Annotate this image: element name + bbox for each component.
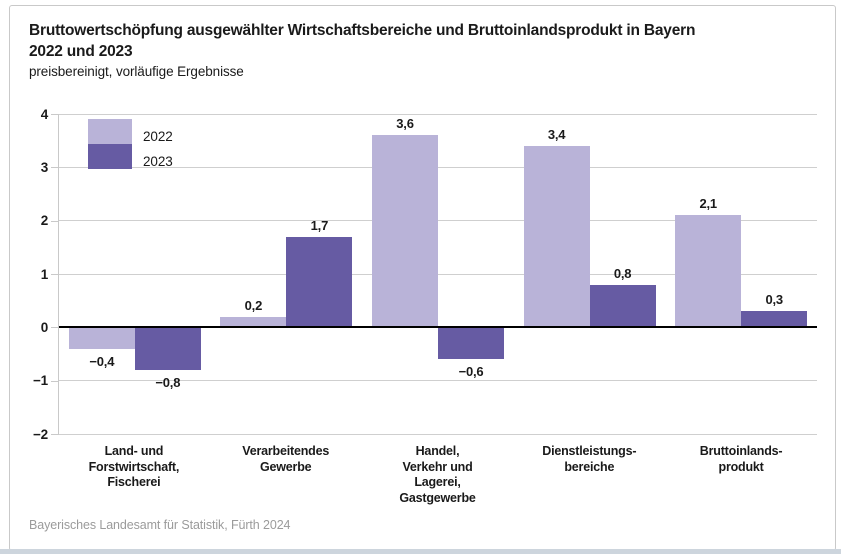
bar-2022-2 <box>220 316 287 328</box>
bar-2023-3 <box>438 327 504 360</box>
value-label-2023-2: 1,7 <box>310 217 329 233</box>
y-tick-label: −2 <box>33 426 48 442</box>
value-label-2022-4: 3,4 <box>547 127 566 142</box>
category-label-line: Gewerbe <box>259 459 312 474</box>
legend: 2022 2023 <box>88 119 173 174</box>
y-tick-label: 0 <box>40 319 49 335</box>
y-tick-mark <box>51 434 59 435</box>
legend-swatches <box>88 119 132 169</box>
category-label-line: Fischerei <box>107 475 161 489</box>
category-label-2: Verarbeitendes Gewerbe <box>210 444 362 506</box>
source-credit: Bayerisches Landesamt für Statistik, Für… <box>29 518 291 532</box>
bar-2022-5 <box>675 215 742 328</box>
legend-swatch-2022 <box>88 119 132 144</box>
category-label-line: Verkehr und <box>402 459 473 474</box>
category-label-line: Handel, <box>415 444 460 458</box>
category-label-line: Forstwirtschaft, <box>88 459 180 474</box>
category-label-line: Verarbeitendes <box>242 444 330 458</box>
category-label-line: bereiche <box>564 459 615 474</box>
bottom-accent-strip <box>0 549 841 554</box>
value-label-2022-2: 0,2 <box>244 297 263 313</box>
legend-label-2023: 2023 <box>143 154 173 169</box>
value-label-2022-5: 2,1 <box>699 196 717 212</box>
bar-2022-3 <box>372 135 438 328</box>
category-label-1: Land- und Forstwirtschaft, Fischerei <box>58 444 210 506</box>
value-label-2023-3: −0,6 <box>458 364 484 380</box>
zero-line <box>59 326 817 329</box>
category-label-line: Land- und <box>104 444 164 458</box>
category-label-line: produkt <box>718 459 764 474</box>
legend-label-2022: 2022 <box>143 129 173 144</box>
y-tick-label: 3 <box>40 159 49 175</box>
y-tick-mark <box>51 220 59 222</box>
category-label-3: Handel, Verkehr und Lagerei, Gastgewerbe <box>362 444 514 506</box>
bar-2023-1 <box>134 327 201 370</box>
y-tick-mark <box>51 114 59 115</box>
category-label-4: Dienstleistungs-bereiche <box>513 444 665 506</box>
y-tick-mark <box>51 380 59 382</box>
chart-card: Bruttowertschöpfung ausgewählter Wirtsch… <box>9 5 836 551</box>
gridline <box>59 273 817 275</box>
y-tick-mark <box>51 327 59 329</box>
bar-2023-4 <box>589 284 656 328</box>
y-tick-label: −1 <box>33 373 48 389</box>
x-axis-labels: Land- und Forstwirtschaft, Fischerei Verarb… <box>58 444 817 506</box>
y-tick-mark <box>51 274 59 275</box>
chart-title: Bruttowertschöpfung ausgewählter Wirtsch… <box>29 20 695 62</box>
value-label-2023-4: 0,8 <box>613 265 632 281</box>
y-tick-mark <box>51 167 59 169</box>
chart-title-line2: 2022 und 2023 <box>29 43 133 60</box>
gridline <box>59 380 817 382</box>
bar-2022-1 <box>68 327 135 349</box>
y-tick-label: 1 <box>40 266 49 282</box>
y-tick-label: 4 <box>40 106 49 122</box>
value-label-2022-1: −0,4 <box>89 353 115 369</box>
category-label-line: Dienstleistungs- <box>542 444 637 458</box>
gridline <box>59 166 817 168</box>
plot-area: 2022 2023 −0,4 −0,8 0,2 1,7 3,6 −0,6 3,4 0,8 2,1… <box>58 114 817 435</box>
value-label-2022-3: 3,6 <box>396 116 414 132</box>
bar-2023-2 <box>286 236 353 328</box>
chart-title-line1: Bruttowertschöpfung ausgewählter Wirtsch… <box>29 22 696 39</box>
category-label-line: Lagerei, <box>414 475 461 489</box>
category-label-line: Bruttoinlands- <box>699 444 783 458</box>
chart-subtitle: preisbereinigt, vorläufige Ergebnisse <box>29 64 244 79</box>
category-label-line: Gastgewerbe <box>399 490 476 505</box>
legend-swatch-2023 <box>88 144 132 169</box>
gridline <box>59 114 817 115</box>
legend-labels: 2022 2023 <box>143 119 173 174</box>
y-axis: 4 3 2 1 0 −1 −2 <box>10 107 59 442</box>
bar-2023-5 <box>741 311 808 328</box>
bar-2022-4 <box>523 146 590 328</box>
category-label-5: Bruttoinlands-produkt <box>665 444 817 506</box>
value-label-2023-5: 0,3 <box>765 292 783 308</box>
gridline <box>59 220 817 222</box>
value-label-2023-1: −0,8 <box>155 375 181 390</box>
gridline <box>59 433 817 435</box>
y-tick-label: 2 <box>40 213 49 229</box>
